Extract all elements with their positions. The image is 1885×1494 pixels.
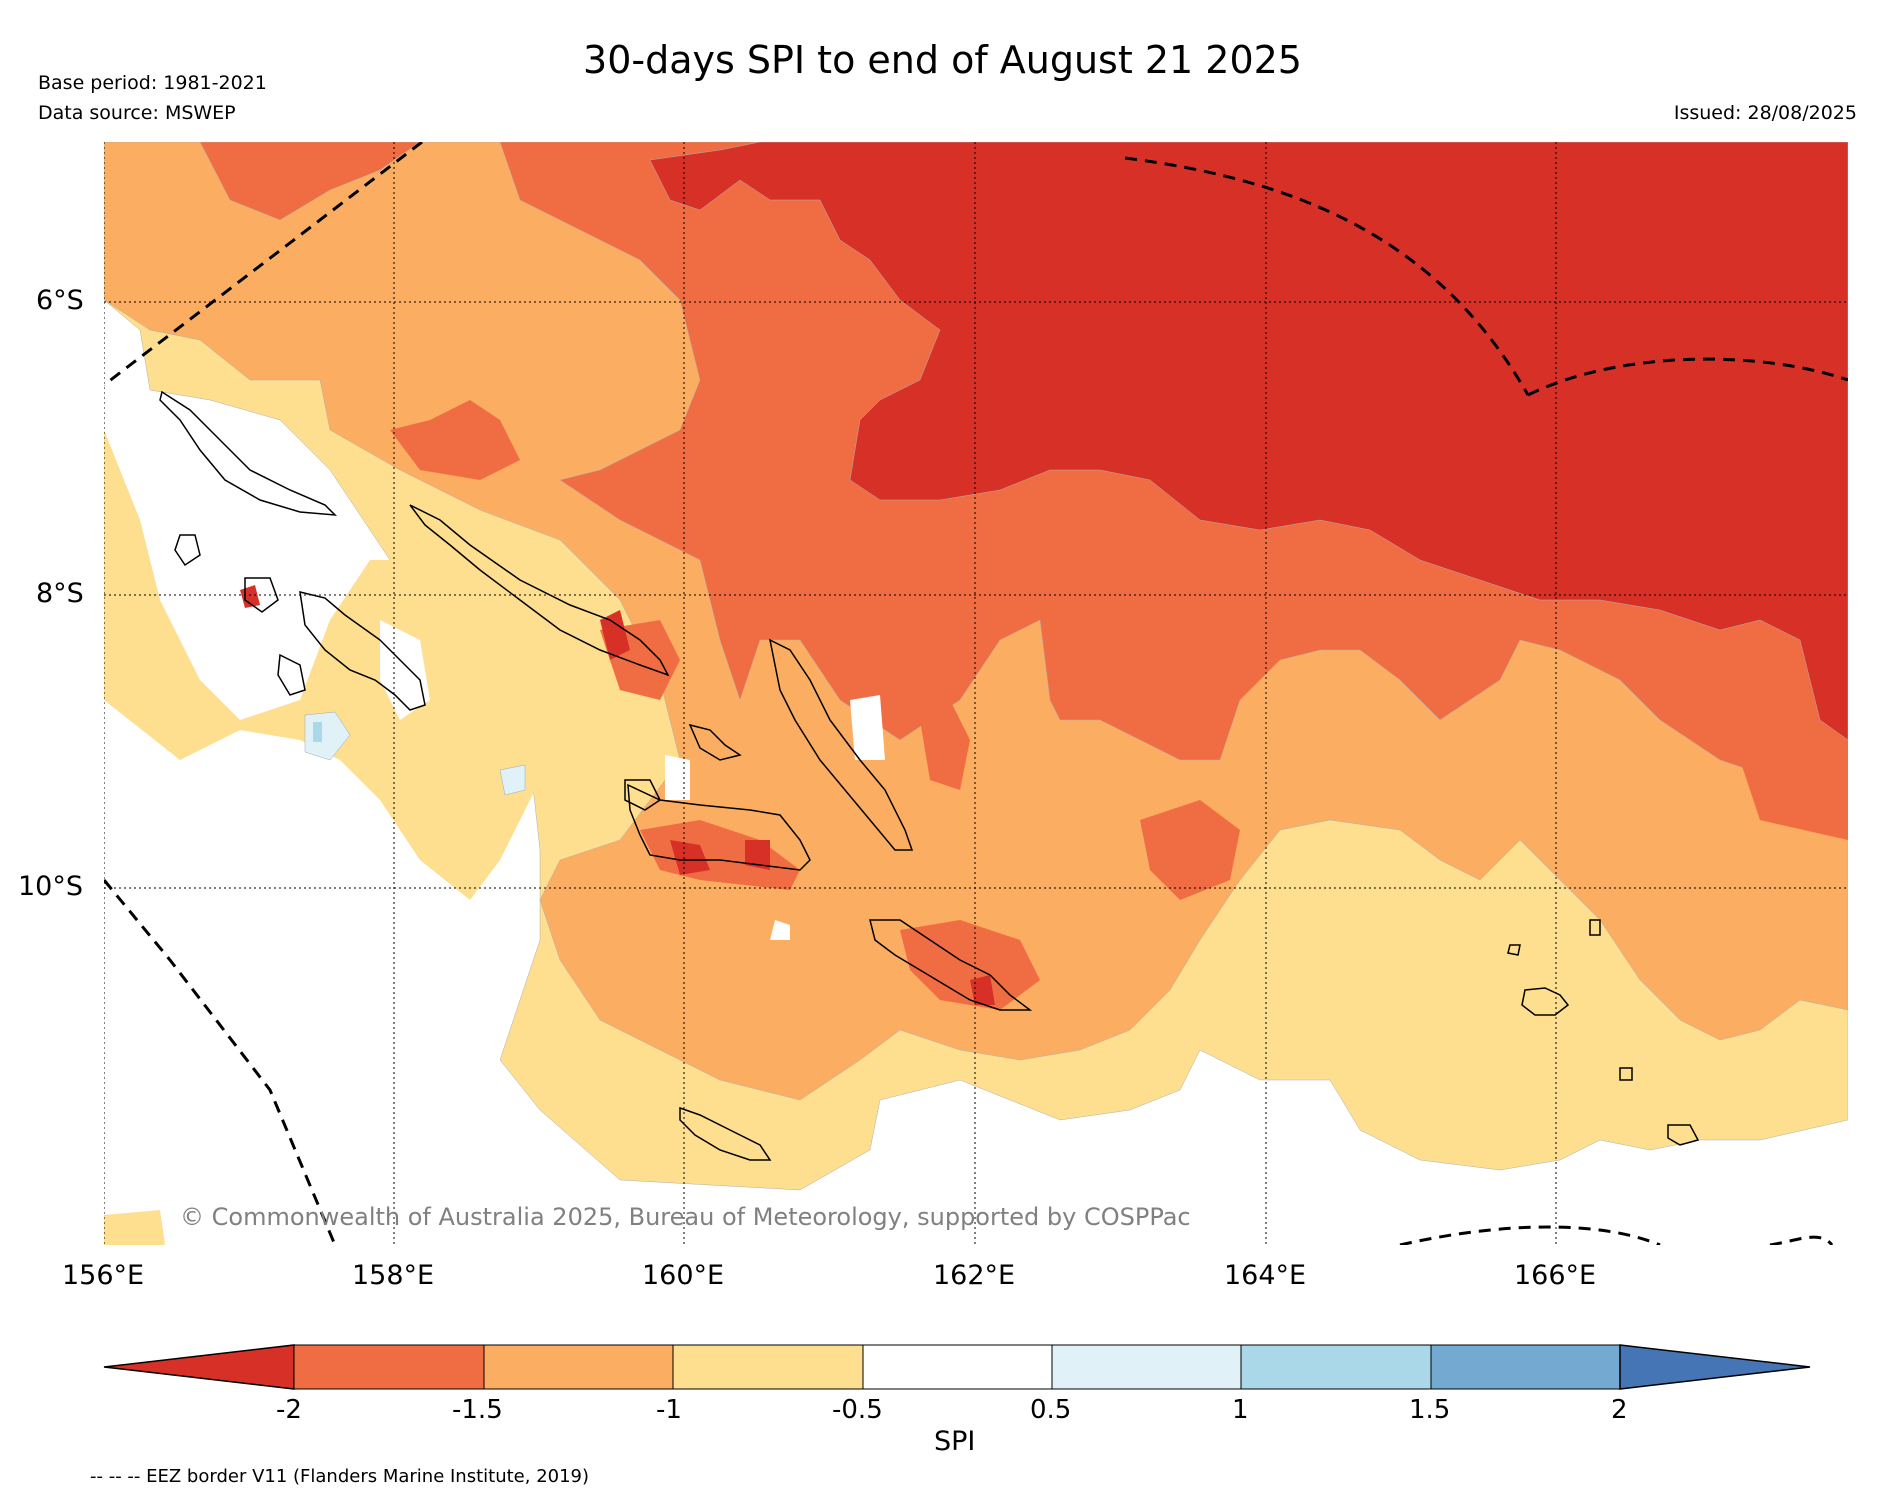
lat-label-6s: 6°S bbox=[36, 285, 84, 316]
data-source: Data source: MSWEP bbox=[38, 102, 236, 124]
copyright-notice: © Commonwealth of Australia 2025, Bureau… bbox=[180, 1203, 1191, 1231]
lon-label-158e: 158°E bbox=[352, 1260, 435, 1291]
base-period: Base period: 1981-2021 bbox=[38, 72, 267, 94]
colorbar-tick-minus2: -2 bbox=[276, 1395, 302, 1425]
colorbar-swatch-0.5 bbox=[1051, 1344, 1242, 1390]
colorbar-swatch-1 bbox=[1240, 1344, 1432, 1390]
lat-label-10s: 10°S bbox=[18, 871, 83, 902]
colorbar-swatch-minus2 bbox=[293, 1344, 485, 1390]
colorbar-tick-0.5: 0.5 bbox=[1030, 1395, 1072, 1425]
map-title: 30-days SPI to end of August 21 2025 bbox=[583, 38, 1302, 82]
colorbar-extend-high bbox=[1619, 1344, 1811, 1390]
lon-label-156e: 156°E bbox=[62, 1260, 145, 1291]
colorbar-swatch-minus1 bbox=[672, 1344, 864, 1390]
spi-band-minus2-to-minus1.5 bbox=[199, 142, 421, 221]
colorbar-swatch-minus0.5 bbox=[862, 1344, 1053, 1390]
colorbar-tick-minus0.5: -0.5 bbox=[832, 1395, 883, 1425]
lon-label-162e: 162°E bbox=[933, 1260, 1016, 1291]
lon-label-166e: 166°E bbox=[1514, 1260, 1597, 1291]
colorbar-tick-1.5: 1.5 bbox=[1409, 1395, 1451, 1425]
colorbar-tick-1: 1 bbox=[1232, 1395, 1249, 1425]
colorbar-extend-low bbox=[103, 1344, 295, 1390]
colorbar-tick-2: 2 bbox=[1611, 1395, 1628, 1425]
lat-label-8s: 8°S bbox=[36, 578, 84, 609]
coastlines bbox=[159, 390, 1700, 1161]
colorbar-swatch-minus1.5 bbox=[483, 1344, 674, 1390]
spi-contours bbox=[104, 142, 1848, 1245]
lon-label-164e: 164°E bbox=[1224, 1260, 1307, 1291]
colorbar-title: SPI bbox=[934, 1426, 976, 1457]
eez-border bbox=[104, 142, 1848, 1245]
issued-date: Issued: 28/08/2025 bbox=[1673, 102, 1857, 124]
eez-footnote: -- -- -- EEZ border V11 (Flanders Marine… bbox=[90, 1466, 590, 1487]
colorbar-tick-minus1.5: -1.5 bbox=[452, 1395, 503, 1425]
colorbar-swatch-1.5 bbox=[1430, 1344, 1621, 1390]
colorbar-tick-minus1: -1 bbox=[656, 1395, 682, 1425]
spi-band-below-minus2 bbox=[649, 142, 1848, 741]
lon-label-160e: 160°E bbox=[642, 1260, 725, 1291]
graticule bbox=[104, 142, 1848, 1245]
